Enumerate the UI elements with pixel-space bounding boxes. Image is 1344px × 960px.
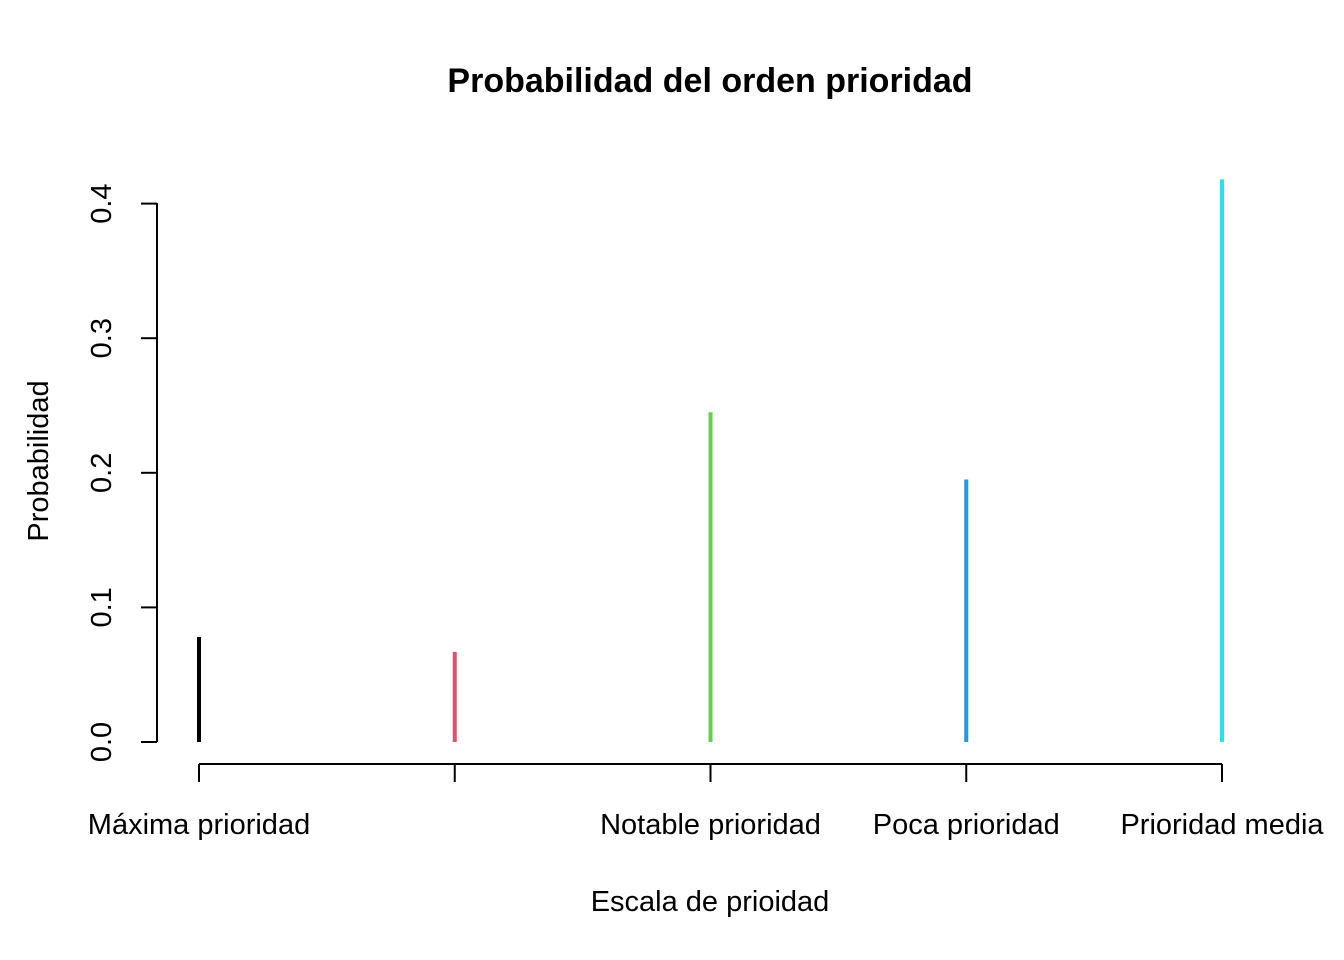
x-tick-label: Notable prioridad bbox=[600, 809, 821, 841]
y-axis: 0.0 0.1 0.2 0.3 0.4 bbox=[86, 183, 157, 762]
bars bbox=[197, 179, 1224, 742]
x-tick-label: Prioridad media bbox=[1120, 809, 1324, 841]
y-axis-label: Probabilidad bbox=[23, 380, 55, 541]
x-tick-label: Poca prioridad bbox=[873, 809, 1060, 841]
y-tick-label: 0.4 bbox=[86, 183, 118, 223]
x-axis-label: Escala de prioidad bbox=[591, 886, 830, 918]
chart-title: Probabilidad del orden prioridad bbox=[447, 62, 972, 100]
x-axis: Máxima prioridad Notable prioridad Poca pr… bbox=[88, 764, 1324, 841]
x-tick-label: Máxima prioridad bbox=[88, 809, 310, 841]
y-tick-label: 0.3 bbox=[86, 318, 118, 358]
y-tick-label: 0.2 bbox=[86, 453, 118, 493]
y-tick-label: 0.1 bbox=[86, 587, 118, 627]
y-tick-label: 0.0 bbox=[86, 722, 118, 762]
